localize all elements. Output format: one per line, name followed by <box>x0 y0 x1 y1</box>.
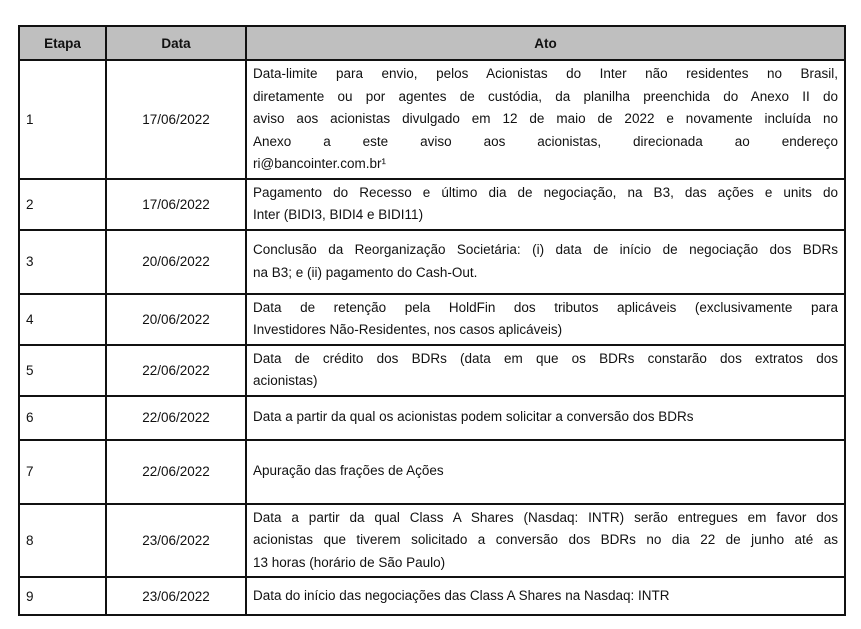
ato-line: 13 horas (horário de São Paulo) <box>253 554 446 570</box>
table-row: 9 23/06/2022 Data do início das negociaçõe… <box>18 576 846 616</box>
cell-etapa: 7 <box>18 438 107 505</box>
table-row: 7 22/06/2022 Apuração das frações de Ações <box>18 438 846 505</box>
cell-data: 22/06/2022 <box>105 343 247 397</box>
table-header-row: Etapa Data Ato <box>18 25 846 61</box>
cell-ato: Conclusão da Reorganização Societária: (… <box>245 228 846 295</box>
cell-etapa: 4 <box>18 292 107 346</box>
ato-line: Data-limite para envio, pelos Acionistas… <box>253 66 838 81</box>
cell-ato: Data de retenção pela HoldFin dos tribut… <box>245 292 846 346</box>
cell-ato: Data-limite para envio, pelos Acionistas… <box>245 59 846 180</box>
ato-line: Data do início das negociações das Class… <box>253 587 670 603</box>
header-etapa: Etapa <box>18 25 107 61</box>
table-row: 8 23/06/2022 Data a partir da qual Class A… <box>18 502 846 578</box>
table-row: 6 22/06/2022 Data a partir da qual os acio… <box>18 394 846 441</box>
cell-ato: Data a partir da qual os acionistas pode… <box>245 394 846 441</box>
ato-line: Anexo a este aviso aos acionistas, direc… <box>253 133 838 149</box>
ato-line: Investidores Não-Residentes, nos casos a… <box>253 322 563 337</box>
cell-ato: Data de crédito dos BDRs (data em que os… <box>245 343 846 397</box>
schedule-table: Etapa Data Ato 1 17/06/2022 Data-limite pa… <box>18 25 846 616</box>
header-ato: Ato <box>245 25 846 61</box>
table-row: 4 20/06/2022 Data de retenção pela HoldFin… <box>18 292 846 346</box>
table-row: 3 20/06/2022 Conclusão da Reorganização So… <box>18 228 846 295</box>
cell-data: 22/06/2022 <box>105 394 247 441</box>
ato-line: Pagamento do Recesso e último dia de neg… <box>253 184 838 200</box>
cell-etapa: 5 <box>18 343 107 397</box>
cell-etapa: 8 <box>18 502 107 578</box>
ato-line: Data de retenção pela HoldFin dos tribut… <box>253 299 838 315</box>
header-data: Data <box>105 25 247 61</box>
cell-data: 17/06/2022 <box>105 59 247 180</box>
ato-line: acionistas que tiverem solicitado a conv… <box>253 532 838 547</box>
cell-data: 23/06/2022 <box>105 576 247 616</box>
ato-line: ri@bancointer.com.br¹ <box>253 156 387 171</box>
cell-data: 20/06/2022 <box>105 228 247 295</box>
ato-line: Conclusão da Reorganização Societária: (… <box>253 242 838 257</box>
cell-ato: Pagamento do Recesso e último dia de neg… <box>245 177 846 231</box>
ato-line: Apuração das frações de Ações <box>253 463 444 479</box>
ato-line: acionistas) <box>253 373 318 388</box>
ato-line: Inter (BIDI3, BIDI4 e BIDI11) <box>253 207 424 222</box>
cell-data: 22/06/2022 <box>105 438 247 505</box>
ato-line: aviso aos acionistas divulgado em 12 de … <box>253 111 838 126</box>
cell-etapa: 9 <box>18 576 107 616</box>
cell-etapa: 1 <box>18 59 107 180</box>
ato-line: Data a partir da qual Class A Shares (Na… <box>253 509 838 525</box>
cell-etapa: 2 <box>18 177 107 231</box>
table-row: 2 17/06/2022 Pagamento do Recesso e último… <box>18 177 846 231</box>
ato-line: Data a partir da qual os acionistas pode… <box>253 409 694 425</box>
cell-data: 23/06/2022 <box>105 502 247 578</box>
ato-line: na B3; e (ii) pagamento do Cash-Out. <box>253 264 478 280</box>
ato-line: Data de crédito dos BDRs (data em que os… <box>253 350 838 366</box>
cell-data: 17/06/2022 <box>105 177 247 231</box>
cell-ato: Apuração das frações de Ações <box>245 438 846 505</box>
table-row: 5 22/06/2022 Data de crédito dos BDRs (dat… <box>18 343 846 397</box>
cell-etapa: 6 <box>18 394 107 441</box>
cell-ato: Data do início das negociações das Class… <box>245 576 846 616</box>
cell-data: 20/06/2022 <box>105 292 247 346</box>
table-row: 1 17/06/2022 Data-limite para envio, pelos… <box>18 59 846 180</box>
ato-line: diretamente ou por agentes de custódia, … <box>253 88 838 104</box>
cell-ato: Data a partir da qual Class A Shares (Na… <box>245 502 846 578</box>
cell-etapa: 3 <box>18 228 107 295</box>
